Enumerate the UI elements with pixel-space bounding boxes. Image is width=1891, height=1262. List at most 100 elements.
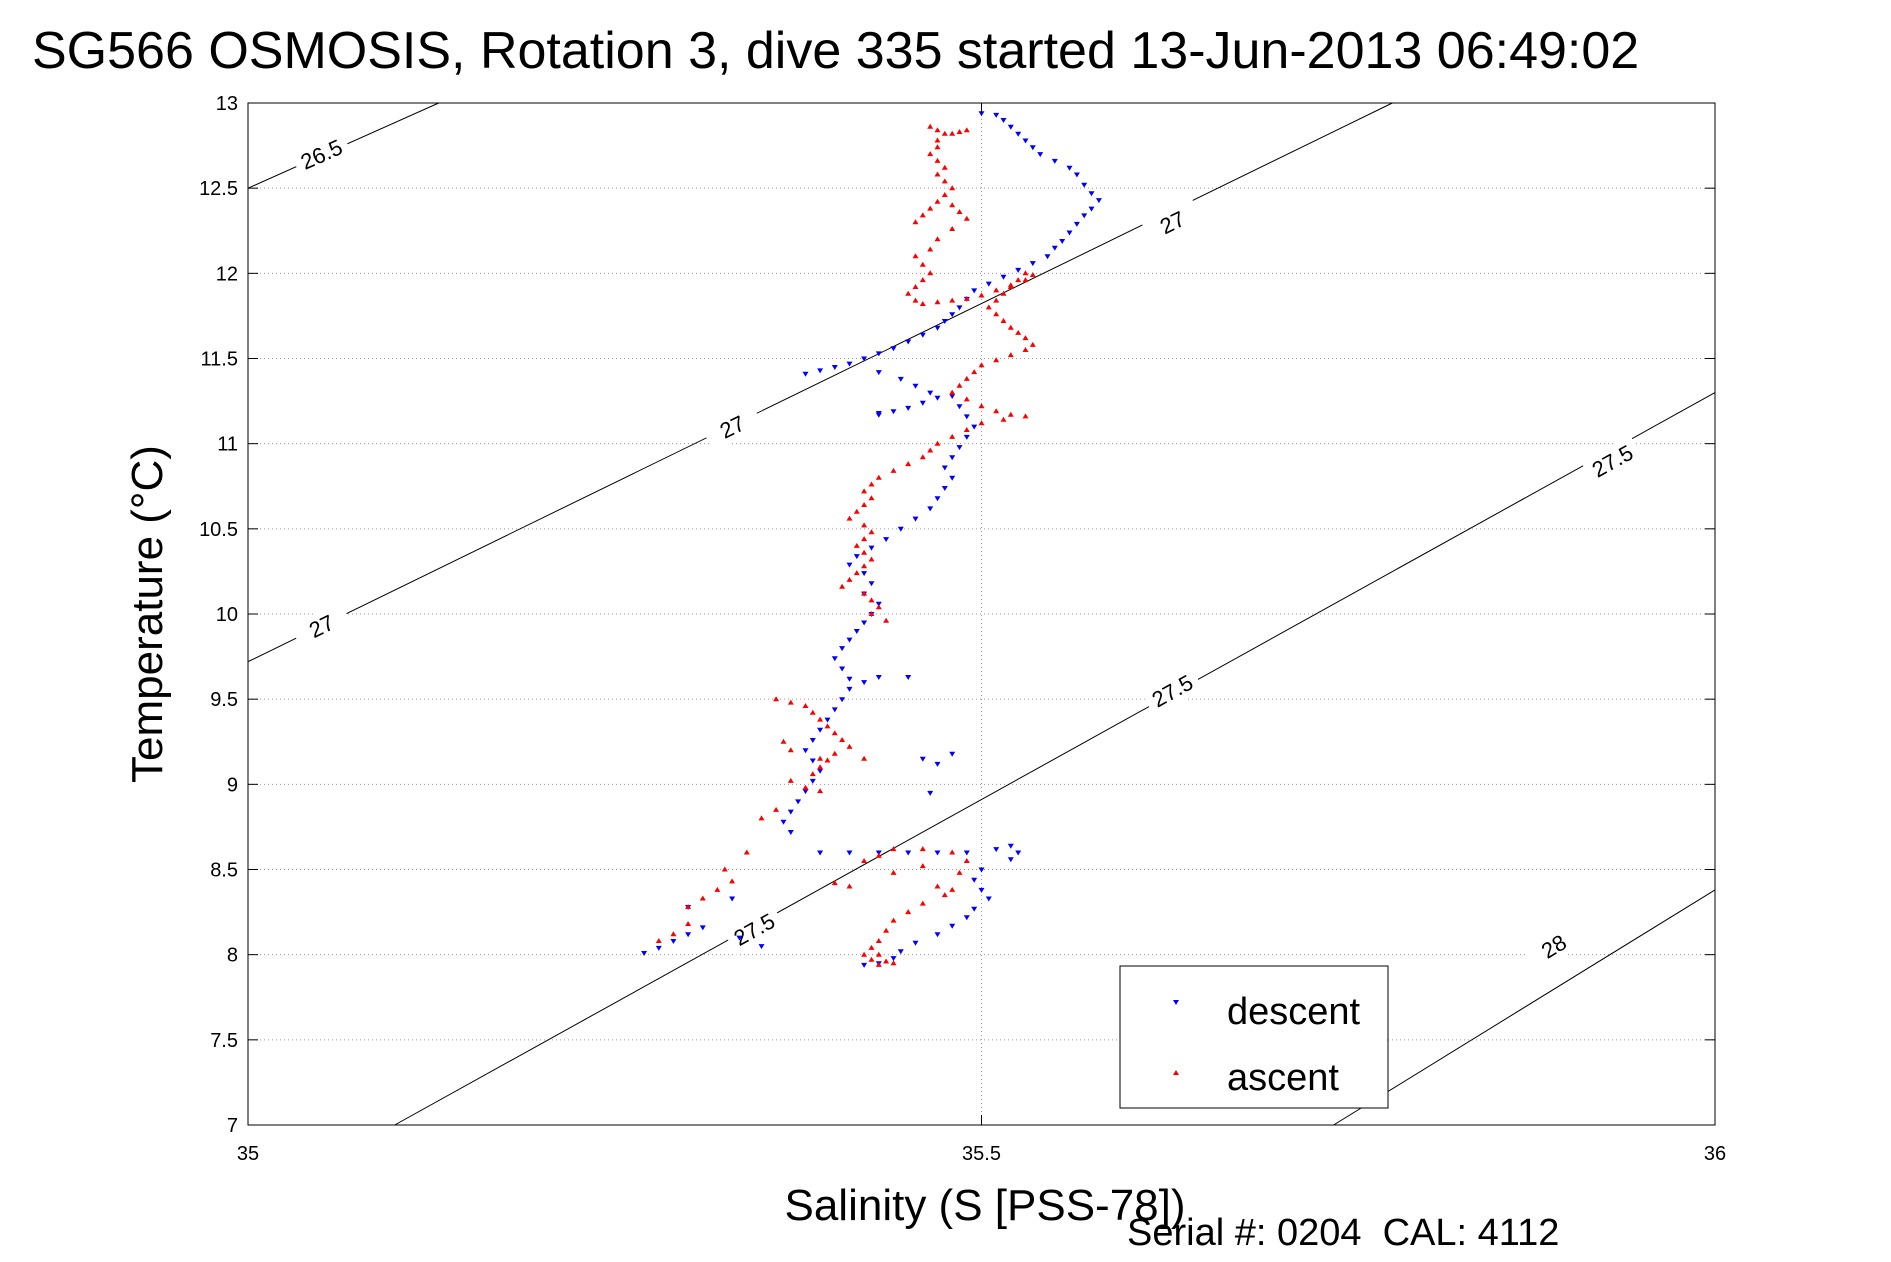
descent-point (1059, 239, 1066, 244)
ascent-point (743, 849, 750, 855)
ascent-point (1022, 413, 1029, 419)
ascent-point (831, 730, 838, 736)
descent-point (641, 951, 648, 956)
descent-point (699, 925, 706, 931)
ascent-point (861, 951, 868, 957)
ascent-point (853, 570, 860, 576)
ascent-point (993, 357, 1000, 363)
y-tick-label: 8.5 (210, 860, 238, 882)
ascent-point (670, 931, 677, 937)
ascent-point (949, 297, 956, 303)
x-tick-label: 35.5 (962, 1143, 1001, 1165)
descent-point (919, 332, 926, 338)
descent-point (912, 940, 919, 946)
descent-point (934, 395, 941, 401)
ascent-point (949, 433, 956, 439)
ascent-point (853, 542, 860, 548)
ascent-point (839, 737, 846, 742)
descent-point (853, 554, 860, 560)
y-tick-label: 10.5 (199, 519, 238, 541)
ascent-point (875, 961, 882, 967)
descent-point (839, 646, 846, 652)
ascent-point (934, 127, 941, 133)
ascent-point (699, 895, 706, 901)
ascent-point (1007, 324, 1014, 330)
ascent-point (1000, 290, 1007, 296)
ascent-point (919, 863, 926, 869)
x-tick-label: 35 (237, 1143, 259, 1165)
descent-point (934, 325, 941, 331)
ascent-point (1015, 329, 1022, 335)
descent-point (1007, 124, 1014, 130)
ascent-point (883, 617, 890, 623)
descent-point (787, 809, 794, 815)
descent-point (1066, 165, 1073, 171)
ascent-point (963, 375, 970, 381)
ascent-point (846, 883, 853, 889)
descent-point (971, 906, 978, 912)
descent-point (949, 394, 956, 399)
ascent-point (846, 515, 853, 521)
descent-point (1029, 145, 1036, 151)
ascent-point (817, 755, 824, 761)
descent-point (868, 581, 875, 587)
descent-point (897, 376, 904, 382)
descent-point (897, 949, 904, 955)
descent-point (1066, 230, 1073, 236)
ascent-point (934, 236, 941, 242)
descent-point (1044, 254, 1051, 260)
ascent-point (802, 784, 809, 790)
ascent-point (1029, 272, 1036, 277)
ascent-point (956, 869, 963, 875)
descent-point (846, 637, 853, 643)
ascent-point (963, 858, 970, 863)
ascent-point (861, 590, 868, 596)
ascent-point (839, 583, 846, 589)
descent-point (780, 819, 787, 825)
descent-point (787, 830, 794, 835)
descent-point (919, 400, 926, 406)
ascent-point (912, 284, 919, 289)
ascent-point (890, 869, 897, 875)
descent-point (670, 939, 677, 944)
ascent-point (1022, 335, 1029, 341)
descent-point (883, 537, 890, 543)
descent-point (1015, 267, 1022, 273)
descent-point (963, 434, 970, 440)
ascent-point (963, 215, 970, 221)
descent-point (868, 545, 875, 551)
ascent-point (824, 757, 831, 763)
ascent-point (978, 292, 985, 298)
descent-point (817, 727, 824, 733)
ascent-point (949, 202, 956, 208)
descent-point (949, 751, 956, 757)
contour-label-bg (290, 129, 353, 179)
ascent-point (949, 886, 956, 892)
ascent-point (978, 362, 985, 368)
ascent-point (1000, 318, 1007, 323)
ascent-point (787, 699, 794, 705)
ascent-point (861, 536, 868, 542)
descent-point (1081, 182, 1088, 188)
ascent-point (919, 212, 926, 218)
ascent-point (919, 301, 926, 306)
ascent-point (949, 389, 956, 395)
descent-point (736, 935, 743, 941)
descent-point (941, 486, 948, 491)
descent-point (934, 761, 941, 767)
ascent-point (729, 878, 736, 884)
descent-point (912, 383, 919, 389)
ascent-point (868, 495, 875, 501)
descent-point (861, 571, 868, 577)
descent-point (875, 351, 882, 357)
ascent-point (919, 846, 926, 852)
descent-point (839, 697, 846, 703)
contour-label-bg (700, 401, 764, 452)
contour-line (247, 102, 1393, 663)
axis-ticks: 7 7.5 8 8.5 9 9.5 10 10.5 11 11.5 12 12.5 13 35 35.5 36 (199, 93, 1726, 1165)
descent-point (949, 475, 956, 481)
ascent-point (685, 921, 692, 926)
ascent-point (941, 892, 948, 898)
descent-point (985, 896, 992, 902)
ascent-point (927, 205, 934, 211)
